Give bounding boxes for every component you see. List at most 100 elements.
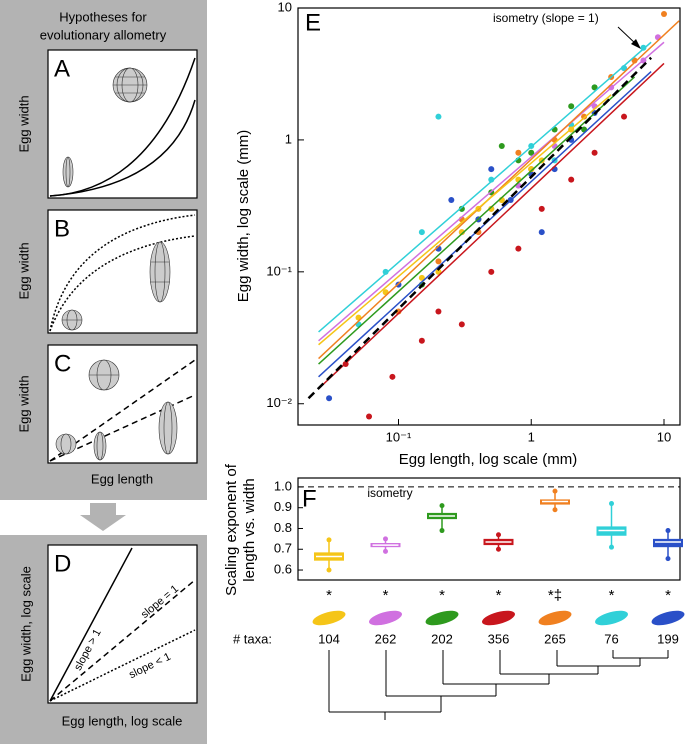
line bbox=[49, 547, 133, 702]
point bbox=[568, 103, 575, 110]
fit-line bbox=[318, 20, 680, 360]
x-axis-label: Egg length, log scale bbox=[62, 713, 183, 728]
point bbox=[435, 268, 442, 275]
point bbox=[366, 413, 373, 420]
reference-label: isometry bbox=[367, 486, 412, 500]
taxon-silhouette bbox=[369, 610, 402, 626]
x-tick-label: 10 bbox=[657, 429, 671, 444]
x-tick-label: 10⁻¹ bbox=[386, 429, 412, 444]
panel-label: B bbox=[54, 215, 70, 242]
point bbox=[660, 11, 667, 18]
point bbox=[488, 205, 495, 212]
x-axis-label: Egg length bbox=[91, 471, 153, 486]
hypothesis-title: evolutionary allometry bbox=[40, 27, 167, 42]
point bbox=[448, 197, 455, 204]
significance: * bbox=[609, 587, 615, 604]
y-axis-label: Egg width, log scale bbox=[18, 566, 33, 682]
panel-label: E bbox=[305, 9, 321, 36]
panel-label: A bbox=[54, 55, 70, 82]
significance: * bbox=[496, 587, 502, 604]
curve bbox=[49, 214, 196, 332]
taxon-silhouette bbox=[425, 610, 459, 626]
point bbox=[435, 258, 442, 265]
whisker-end bbox=[326, 537, 332, 543]
taxa-count: 262 bbox=[375, 631, 397, 646]
phylogeny bbox=[328, 650, 669, 720]
fit-line bbox=[318, 94, 612, 346]
y-axis-title: Egg width, log scale (mm) bbox=[235, 130, 252, 303]
fit-line bbox=[318, 76, 636, 365]
point bbox=[591, 84, 598, 91]
y-axis-title: Scaling exponent of bbox=[223, 463, 240, 596]
point bbox=[581, 113, 588, 120]
taxon-silhouette bbox=[312, 610, 346, 626]
y-axis-title: length vs. width bbox=[241, 478, 258, 581]
whisker-end bbox=[326, 567, 332, 573]
y-tick-label: 10⁻¹ bbox=[266, 263, 292, 278]
point bbox=[382, 268, 389, 275]
taxon-silhouette bbox=[482, 610, 515, 626]
point bbox=[498, 142, 505, 149]
whisker-end bbox=[609, 501, 614, 507]
whisker-end bbox=[383, 536, 388, 542]
box bbox=[653, 538, 683, 548]
line bbox=[49, 629, 196, 702]
point bbox=[435, 308, 442, 315]
whisker-end bbox=[496, 532, 501, 538]
taxa-count: 356 bbox=[488, 631, 510, 646]
y-tick-label: 1.0 bbox=[274, 478, 292, 493]
point bbox=[418, 229, 425, 236]
y-tick-label: 10 bbox=[278, 0, 292, 14]
significance: * bbox=[326, 587, 332, 604]
panel-label: D bbox=[54, 550, 71, 577]
point bbox=[435, 113, 442, 120]
taxa-count: 104 bbox=[318, 631, 340, 646]
hypothesis-title: Hypotheses for bbox=[59, 9, 147, 24]
annotation: isometry (slope = 1) bbox=[493, 11, 599, 25]
point bbox=[389, 373, 396, 380]
taxa-label: # taxa: bbox=[233, 631, 272, 646]
taxa-count: 76 bbox=[604, 631, 618, 646]
panel-d bbox=[47, 544, 198, 704]
panel-label: F bbox=[302, 485, 317, 512]
egg-icon bbox=[62, 67, 148, 188]
point bbox=[458, 321, 465, 328]
point bbox=[621, 113, 628, 120]
point bbox=[538, 229, 545, 236]
whisker-end bbox=[665, 556, 671, 562]
taxa-count: 202 bbox=[431, 631, 453, 646]
fit-line bbox=[318, 62, 665, 390]
plot-area bbox=[297, 7, 681, 426]
taxon-silhouette bbox=[651, 610, 685, 626]
point bbox=[458, 205, 465, 212]
point bbox=[528, 166, 535, 173]
point bbox=[591, 149, 598, 156]
significance: *‡ bbox=[548, 587, 562, 604]
point bbox=[418, 337, 425, 344]
point bbox=[488, 268, 495, 275]
whisker-end bbox=[439, 528, 445, 534]
line bbox=[49, 579, 196, 702]
egg-icon bbox=[61, 241, 171, 331]
y-tick-label: 0.9 bbox=[274, 499, 292, 514]
y-tick-label: 0.6 bbox=[274, 561, 292, 576]
point bbox=[515, 149, 522, 156]
point bbox=[528, 149, 535, 156]
whisker-end bbox=[609, 544, 614, 550]
arrow bbox=[80, 503, 126, 531]
taxa-count: 199 bbox=[657, 631, 679, 646]
curve bbox=[49, 99, 196, 197]
y-tick-label: 1 bbox=[285, 131, 292, 146]
y-axis-label: Egg width bbox=[16, 242, 31, 299]
point bbox=[538, 205, 545, 212]
curve bbox=[49, 235, 196, 332]
significance: * bbox=[383, 587, 389, 604]
taxon-silhouette bbox=[538, 610, 572, 626]
significance: * bbox=[665, 587, 671, 604]
y-tick-label: 0.7 bbox=[274, 541, 292, 556]
y-axis-label: Egg width bbox=[16, 375, 31, 432]
whisker-end bbox=[439, 503, 445, 509]
fit-line bbox=[318, 41, 652, 333]
